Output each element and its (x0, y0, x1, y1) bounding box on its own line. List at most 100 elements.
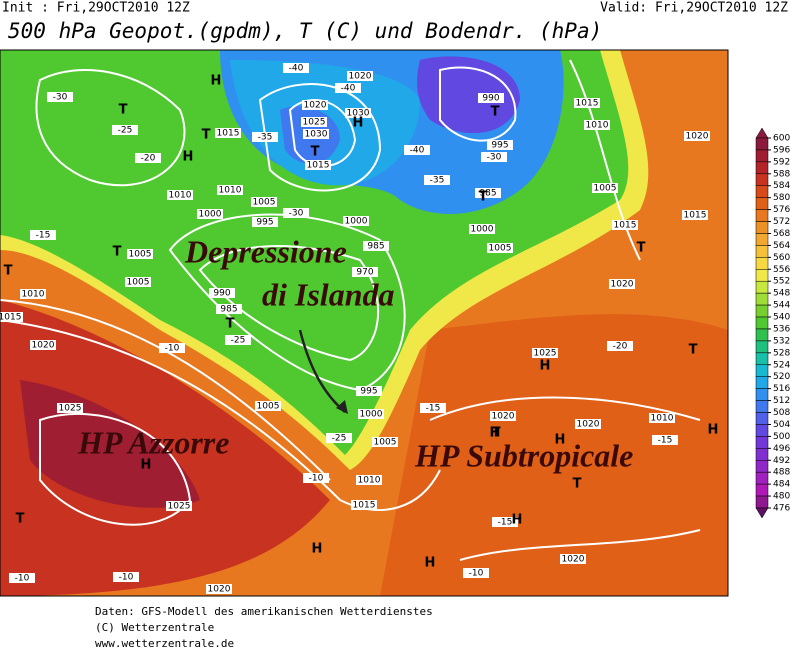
label-box (487, 140, 513, 150)
label-box (303, 473, 329, 483)
isobar-label: -40 (289, 64, 304, 74)
isobar-label: 1000 (345, 217, 368, 227)
isobar-label: 1020 (32, 341, 55, 351)
field-warm-east (380, 314, 728, 596)
isobar-label: 1020 (577, 420, 600, 430)
isobar-label: 1025 (303, 118, 326, 128)
colorbar-label: 544 (773, 301, 790, 311)
label-box (475, 188, 501, 198)
label-box (302, 100, 328, 110)
isobar-label: 1015 (217, 129, 240, 139)
isobar-label: -30 (53, 93, 68, 103)
isobar-label: 1010 (586, 121, 609, 131)
label-box (166, 501, 192, 511)
pressure-symbol: T (492, 426, 501, 441)
pressure-symbol: T (491, 105, 500, 120)
label-box (592, 183, 618, 193)
colorbar-label: 512 (773, 396, 790, 406)
isobar-label: 1000 (471, 225, 494, 235)
pressure-symbol: T (4, 264, 13, 279)
colorbar-swatch (755, 233, 769, 246)
colorbar-label: 536 (773, 324, 790, 334)
label-box (197, 209, 223, 219)
colorbar-label: 548 (773, 289, 790, 299)
label-box (358, 409, 384, 419)
label-box (649, 413, 675, 423)
label-box (356, 386, 382, 396)
colorbar-swatch (755, 340, 769, 354)
colorbar-swatch (755, 388, 769, 401)
colorbar-swatch (755, 137, 769, 151)
label-box (225, 335, 251, 345)
isobar-label: -10 (309, 474, 324, 484)
label-box (481, 152, 507, 162)
isobar-label: 990 (213, 289, 230, 299)
label-box (335, 83, 361, 93)
pressure-symbol: T (16, 512, 25, 527)
isobar-label: 1015 (614, 221, 637, 231)
colorbar-label: 496 (773, 444, 790, 454)
colorbar-label: 588 (773, 169, 790, 179)
colorbar-label: 480 (773, 492, 790, 502)
pressure-symbol: T (311, 145, 320, 160)
colorbar-swatch (755, 316, 769, 330)
label-box (487, 243, 513, 253)
isobar-label: -10 (119, 573, 134, 583)
label-box (532, 348, 558, 358)
pressure-symbol: T (226, 317, 235, 332)
label-box (404, 145, 430, 155)
colorbar-label: 524 (773, 360, 790, 370)
label-box (352, 267, 378, 277)
colorbar-label: 532 (773, 336, 790, 346)
label-box (206, 584, 232, 594)
label-box (684, 131, 710, 141)
isobar-label: -40 (341, 84, 356, 94)
isobar-label: -35 (430, 176, 445, 186)
pressure-symbol: H (708, 423, 719, 438)
isobar-label: -15 (426, 404, 441, 414)
isobar-label: 1005 (127, 278, 150, 288)
isobar-label: -10 (15, 574, 30, 584)
isobar-label: -20 (141, 154, 156, 164)
colorbar-swatch (755, 245, 769, 258)
label-box (215, 128, 241, 138)
label-box (469, 224, 495, 234)
pressure-symbol: H (425, 556, 436, 571)
isobar-label: -35 (258, 133, 273, 143)
isobar-label: -25 (231, 336, 246, 346)
label-box (159, 343, 185, 353)
isobar-label: 1020 (349, 72, 372, 82)
isobars (0, 59, 701, 561)
label-box (167, 190, 193, 200)
pressure-symbol: H (353, 116, 364, 131)
isobar-label: 985 (220, 305, 237, 315)
isobar-label: 1030 (305, 130, 328, 140)
colorbar-swatch (755, 376, 769, 389)
isobar-label: -15 (498, 518, 513, 528)
pressure-symbol: H (141, 458, 152, 473)
isobar-label: 985 (367, 242, 384, 252)
isobar-label: 1015 (307, 161, 330, 171)
isobar-label: 1010 (169, 191, 192, 201)
label-box (216, 304, 242, 314)
label-box (492, 517, 518, 527)
colorbar-label: 572 (773, 217, 790, 227)
label-box (347, 71, 373, 81)
isobar-label: 1005 (253, 198, 276, 208)
label-box (255, 401, 281, 411)
colorbar-swatch (755, 185, 769, 198)
pressure-symbol: H (312, 542, 323, 557)
pressure-symbol: T (637, 241, 646, 256)
colorbar-cap (755, 127, 769, 139)
colorbar-label: 504 (773, 420, 790, 430)
colorbar-swatch (755, 364, 769, 377)
label-box (283, 63, 309, 73)
pressure-symbol: T (113, 245, 122, 260)
colorbar-swatch (755, 328, 769, 342)
colorbar-label: 596 (773, 145, 790, 155)
colorbar-swatch (755, 221, 769, 234)
pressure-symbol: H (211, 74, 222, 89)
label-box (607, 341, 633, 351)
label-box (609, 279, 635, 289)
